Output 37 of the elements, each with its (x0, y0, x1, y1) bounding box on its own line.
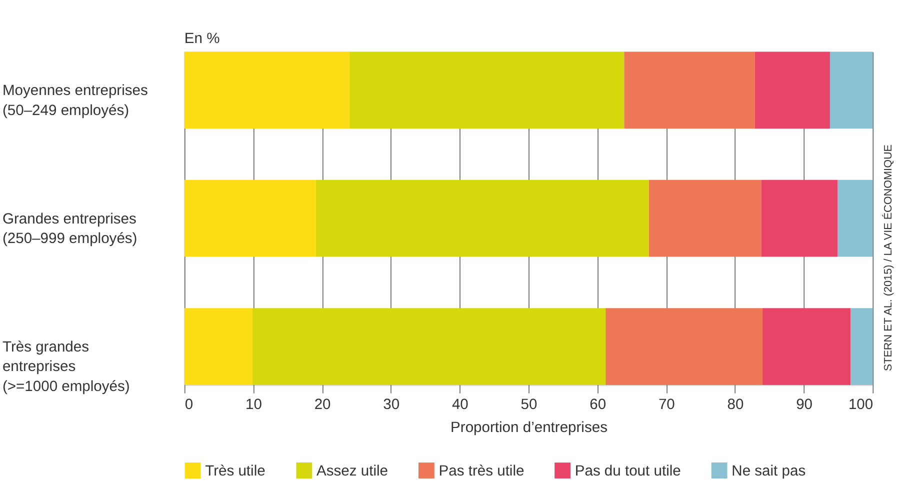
bar (606, 308, 763, 385)
legend-label: Pas du tout utile (574, 463, 681, 480)
text: En % (184, 30, 220, 47)
x-tick-label: 60 (590, 397, 606, 414)
legend-label: Très utile (205, 463, 266, 480)
x-tick-label: 50 (520, 397, 538, 414)
y-tick-label: Grandes entreprises (250–999 employés) (2, 211, 138, 248)
x-tick-label: 10 (245, 397, 262, 414)
bar (838, 180, 873, 257)
legend-label: Ne sait pas (732, 463, 806, 480)
legend-label: Pas très utile (438, 463, 524, 480)
bar (850, 308, 873, 385)
x-tick-label: 0 (184, 397, 194, 414)
bar (316, 180, 649, 257)
bar (184, 308, 253, 385)
bar (754, 52, 830, 129)
bar (624, 52, 755, 129)
bar (184, 180, 316, 257)
x-tick-label: 100 (848, 397, 874, 414)
bar (761, 180, 838, 257)
bar (184, 52, 350, 129)
bar (762, 308, 851, 385)
bar (830, 52, 873, 129)
text: STERN ET AL. (2015) / LA VIE ÉCONOMIQUE (881, 144, 894, 372)
y-tick-label: Très grandes entreprises (>=1000 employés) (2, 339, 130, 395)
y-tick-label: Moyennes entreprises (50–249 employés) (2, 83, 148, 119)
x-tick-label: 20 (314, 397, 331, 414)
bar (648, 180, 762, 257)
bar (252, 308, 606, 385)
x-tick-label: 70 (658, 397, 675, 414)
x-tick-label: 40 (452, 397, 468, 414)
x-axis-title: Proportion d’entreprises (450, 420, 608, 436)
bar (350, 52, 624, 129)
legend-label: Assez utile (316, 463, 388, 480)
x-tick-label: 80 (727, 397, 744, 414)
x-tick-label: 30 (383, 397, 400, 414)
x-tick-label: 90 (796, 397, 813, 414)
